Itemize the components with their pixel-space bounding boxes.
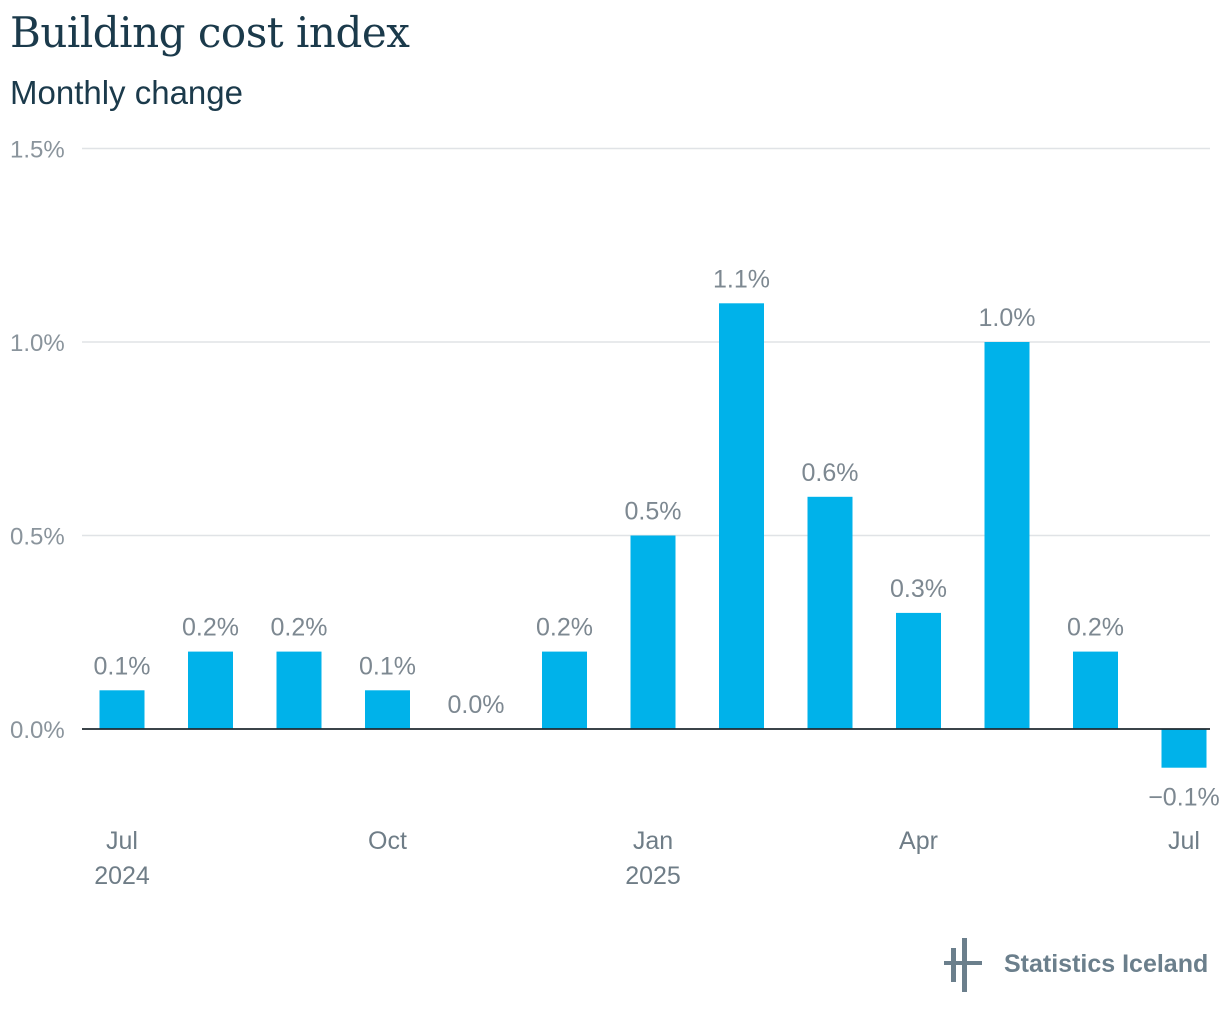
- x-tick-label: Jan: [633, 827, 673, 855]
- data-label: 0.5%: [625, 498, 682, 526]
- bar: [365, 690, 410, 729]
- data-label: 0.2%: [182, 614, 239, 642]
- x-tick-label: Apr: [899, 827, 938, 855]
- data-label: 0.2%: [1067, 614, 1124, 642]
- data-label: 0.1%: [94, 652, 151, 680]
- data-label: 0.6%: [802, 459, 859, 487]
- brand-logo: Statistics Iceland: [944, 938, 1209, 992]
- data-label: 1.1%: [713, 265, 770, 293]
- bar: [630, 535, 676, 729]
- chart-subtitle: Monthly change: [10, 74, 243, 111]
- data-label: 0.2%: [536, 614, 593, 642]
- bar-chart: 0.0% 0.5% 1.0% 1.5% 0.1% 0.2% 0.2% 0.1% 0.0% 0.2%…: [10, 137, 1220, 891]
- bar: [1073, 651, 1118, 729]
- bar: [984, 342, 1030, 729]
- y-tick-label: 0.5%: [10, 524, 65, 551]
- x-tick-label: 2024: [94, 862, 150, 890]
- data-label: 0.0%: [448, 691, 505, 719]
- bar: [276, 651, 322, 729]
- x-tick-label: Jul: [1168, 827, 1200, 855]
- bar: [188, 651, 233, 729]
- bar: [719, 303, 764, 729]
- bar: [896, 612, 941, 729]
- x-tick-label: 2025: [625, 862, 681, 890]
- y-tick-label: 1.5%: [10, 137, 65, 164]
- data-label: 0.1%: [359, 652, 416, 680]
- bar: [99, 690, 145, 729]
- bar: [1161, 729, 1207, 768]
- brand-name: Statistics Iceland: [1004, 950, 1209, 978]
- bar: [542, 651, 587, 729]
- chart-title: Building cost index: [10, 8, 410, 57]
- data-label: −0.1%: [1148, 784, 1220, 812]
- bar: [807, 496, 853, 729]
- y-tick-label: 1.0%: [10, 330, 65, 357]
- y-tick-label: 0.0%: [10, 717, 65, 744]
- x-tick-label: Jul: [106, 827, 138, 855]
- data-label: 0.2%: [271, 614, 328, 642]
- data-label: 0.3%: [890, 575, 947, 603]
- data-label: 1.0%: [979, 304, 1036, 332]
- x-tick-label: Oct: [368, 827, 407, 855]
- statistics-iceland-logo-icon: [944, 938, 982, 992]
